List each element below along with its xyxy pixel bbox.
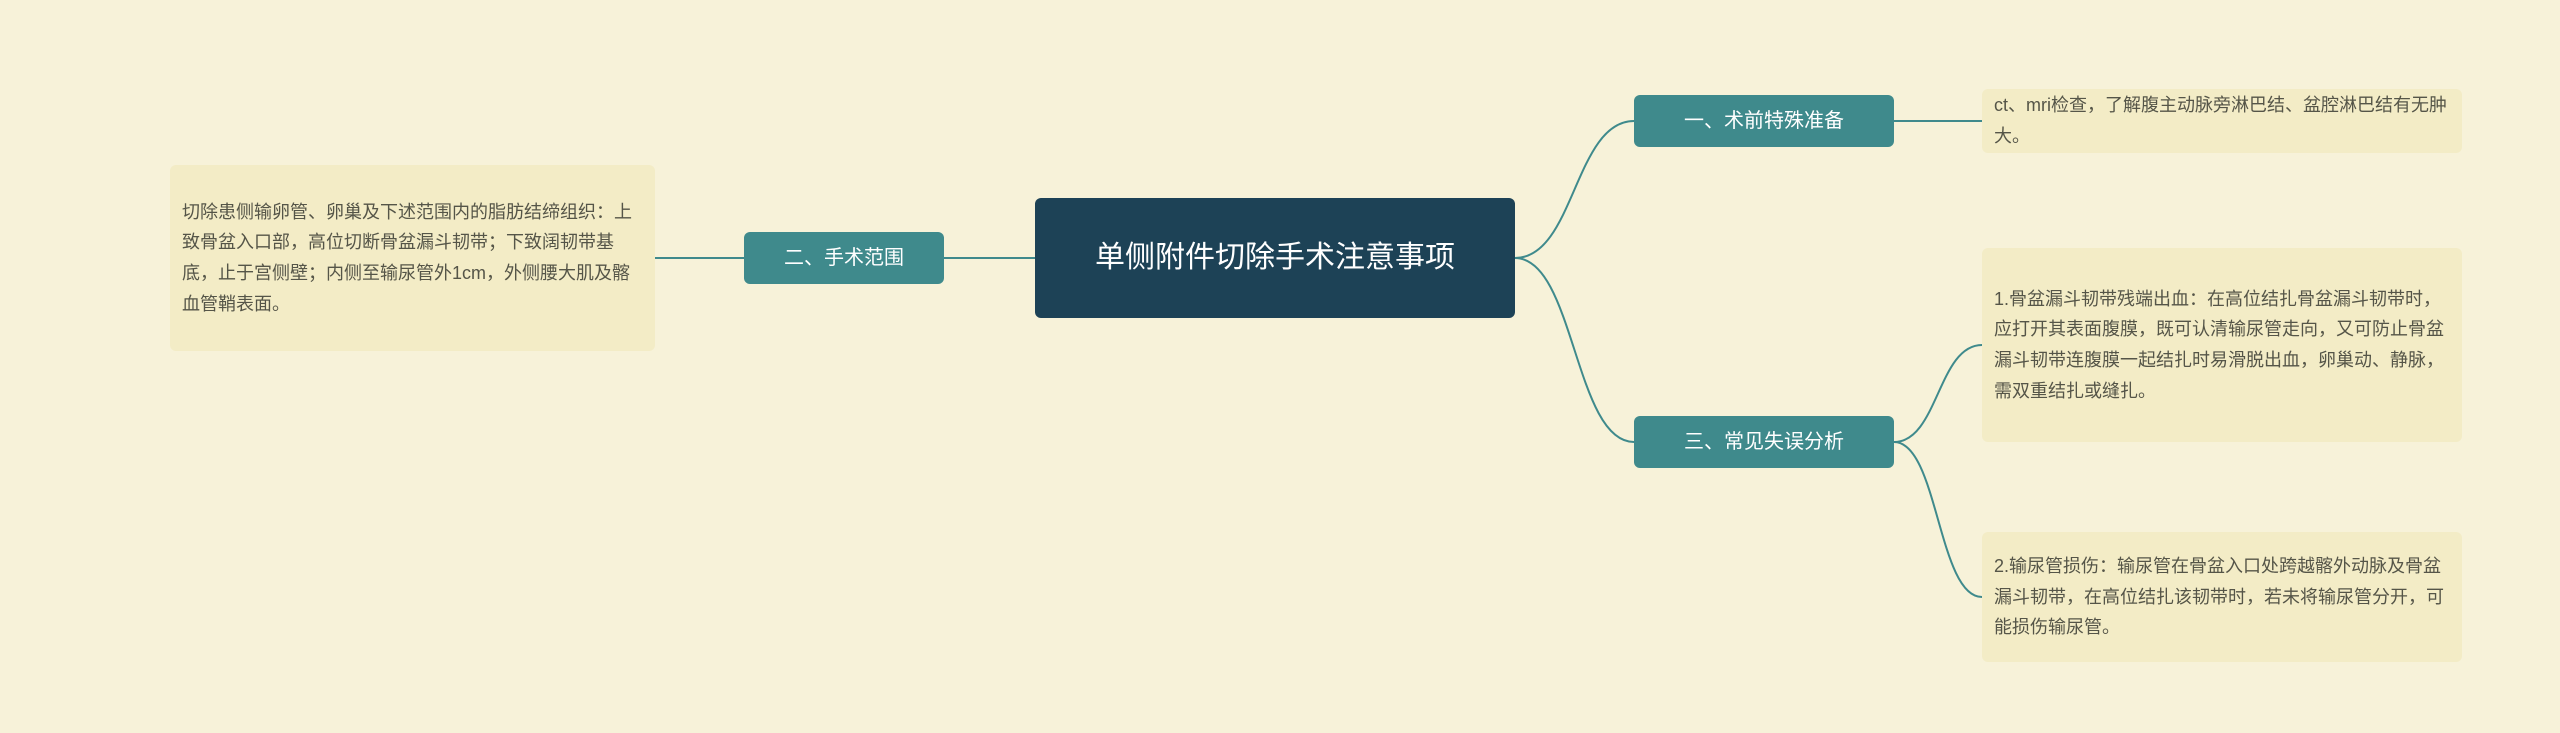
leaf-text: 切除患侧输卵管、卵巢及下述范围内的脂肪结缔组织：上致骨盆入口部，高位切断骨盆漏斗… [182, 197, 643, 319]
leaf-text: ct、mri检查，了解腹主动脉旁淋巴结、盆腔淋巴结有无肿大。 [1994, 90, 2450, 151]
branch-preop-prep[interactable]: 一、术前特殊准备 [1634, 95, 1894, 147]
connector-path [1515, 121, 1634, 258]
mindmap-root[interactable]: 单侧附件切除手术注意事项 [1035, 198, 1515, 318]
root-label: 单侧附件切除手术注意事项 [1095, 234, 1455, 282]
branch-label: 二、手术范围 [784, 242, 904, 274]
leaf-ct-mri[interactable]: ct、mri检查，了解腹主动脉旁淋巴结、盆腔淋巴结有无肿大。 [1982, 89, 2462, 153]
connector-path [1894, 442, 1982, 597]
connector-path [1515, 258, 1634, 442]
branch-label: 一、术前特殊准备 [1684, 105, 1844, 137]
leaf-text: 1.骨盆漏斗韧带残端出血：在高位结扎骨盆漏斗韧带时，应打开其表面腹膜，既可认清输… [1994, 284, 2450, 406]
branch-common-errors[interactable]: 三、常见失误分析 [1634, 416, 1894, 468]
branch-surgery-scope[interactable]: 二、手术范围 [744, 232, 944, 284]
connector-path [1894, 345, 1982, 442]
leaf-error-ureter[interactable]: 2.输尿管损伤：输尿管在骨盆入口处跨越髂外动脉及骨盆漏斗韧带，在高位结扎该韧带时… [1982, 532, 2462, 662]
leaf-text: 2.输尿管损伤：输尿管在骨盆入口处跨越髂外动脉及骨盆漏斗韧带，在高位结扎该韧带时… [1994, 551, 2450, 643]
branch-label: 三、常见失误分析 [1684, 426, 1844, 458]
leaf-scope-detail[interactable]: 切除患侧输卵管、卵巢及下述范围内的脂肪结缔组织：上致骨盆入口部，高位切断骨盆漏斗… [170, 165, 655, 351]
leaf-error-bleeding[interactable]: 1.骨盆漏斗韧带残端出血：在高位结扎骨盆漏斗韧带时，应打开其表面腹膜，既可认清输… [1982, 248, 2462, 442]
